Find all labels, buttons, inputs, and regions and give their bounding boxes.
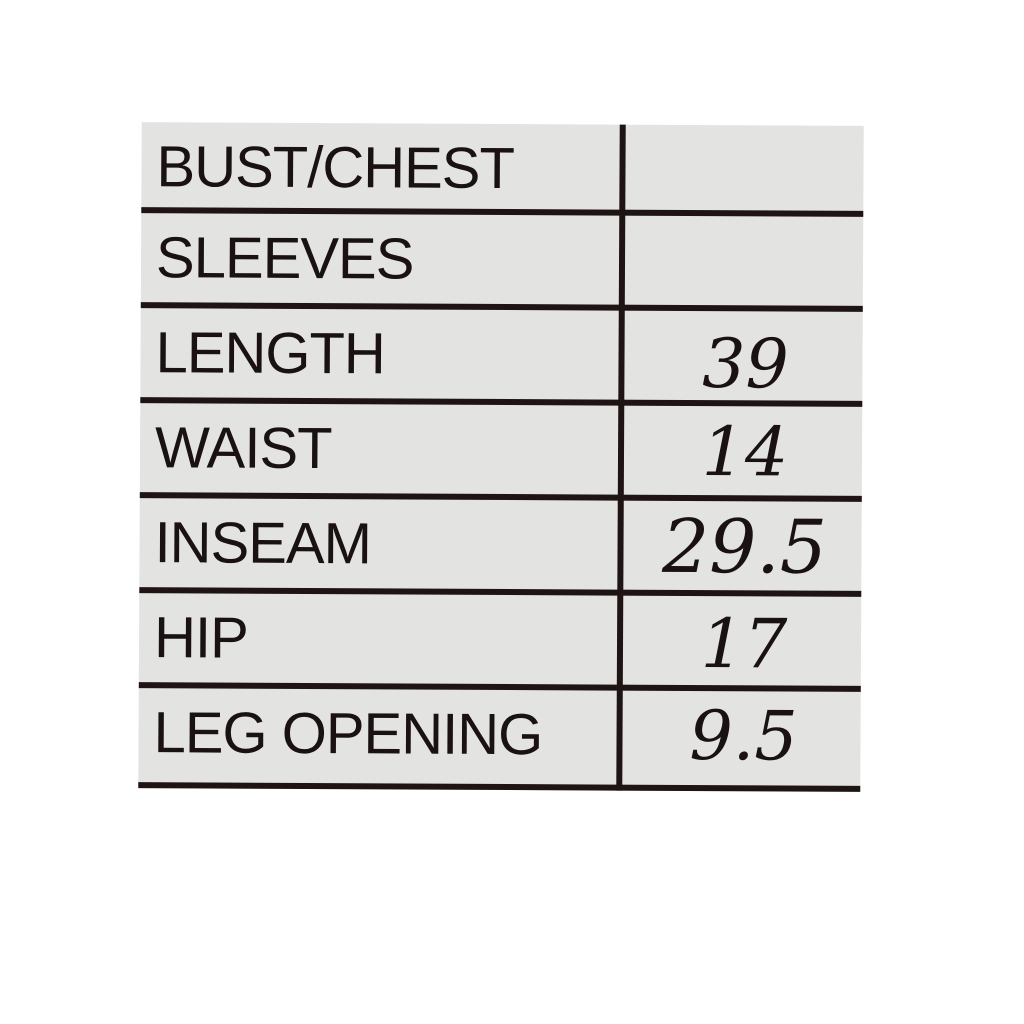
measurement-card: BUST/CHEST SLEEVES LENGTH WAIST INSEAM H…: [138, 122, 864, 792]
row-bust-chest: BUST/CHEST: [141, 122, 864, 217]
label-waist: WAIST: [154, 415, 332, 482]
value-waist: 14: [701, 413, 789, 493]
value-inseam: 29.5: [661, 503, 828, 591]
label-hip: HIP: [153, 605, 248, 671]
label-bust-chest: BUST/CHEST: [156, 134, 515, 202]
label-sleeves: SLEEVES: [155, 225, 414, 292]
label-leg-opening: LEG OPENING: [153, 700, 543, 768]
label-length: LENGTH: [155, 320, 385, 387]
value-length: 39: [702, 325, 789, 405]
row-sleeves: SLEEVES: [140, 213, 864, 312]
value-hip: 17: [700, 605, 788, 685]
value-leg-opening: 9.5: [689, 696, 798, 777]
label-inseam: INSEAM: [154, 510, 372, 577]
